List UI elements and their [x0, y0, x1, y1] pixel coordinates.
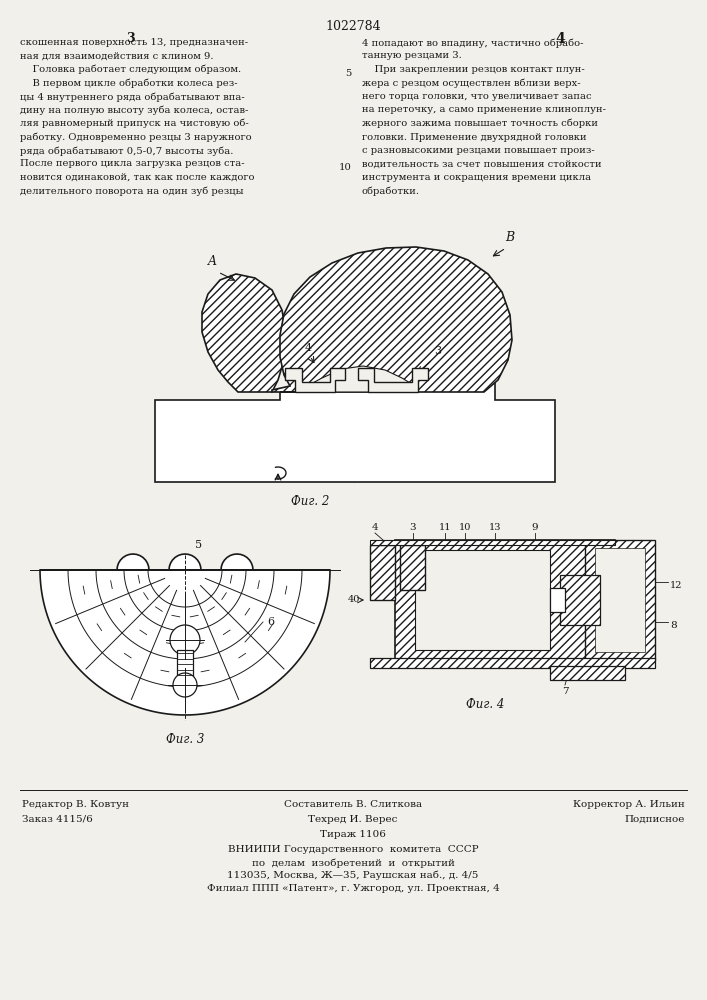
Text: 12: 12	[670, 580, 682, 589]
Text: 4: 4	[305, 343, 312, 353]
Text: 3: 3	[434, 346, 442, 356]
Text: делительного поворота на один зуб резцы: делительного поворота на один зуб резцы	[20, 186, 243, 196]
Text: При закреплении резцов контакт плун-: При закреплении резцов контакт плун-	[362, 65, 585, 74]
Text: на переточку, а само применение клиноплун-: на переточку, а само применение клиноплу…	[362, 105, 606, 114]
FancyBboxPatch shape	[177, 650, 193, 678]
Text: Фиг. 2: Фиг. 2	[291, 495, 329, 508]
Text: В первом цикле обработки колеса рез-: В первом цикле обработки колеса рез-	[20, 79, 238, 88]
Text: обработки.: обработки.	[362, 186, 420, 196]
Text: 9: 9	[532, 523, 538, 532]
Text: Головка работает следующим образом.: Головка работает следующим образом.	[20, 65, 241, 75]
Polygon shape	[370, 540, 615, 545]
Text: скошенная поверхность 13, предназначен-: скошенная поверхность 13, предназначен-	[20, 38, 248, 47]
Text: 4: 4	[555, 32, 565, 46]
Polygon shape	[550, 666, 625, 680]
Text: него торца головки, что увеличивает запас: него торца головки, что увеличивает запа…	[362, 92, 592, 101]
Polygon shape	[40, 554, 330, 715]
Polygon shape	[550, 588, 565, 612]
Text: водительность за счет повышения стойкости: водительность за счет повышения стойкост…	[362, 159, 602, 168]
Text: дину на полную высоту зуба колеса, остав-: дину на полную высоту зуба колеса, остав…	[20, 105, 248, 115]
Text: ВНИИПИ Государственного  комитета  СССР: ВНИИПИ Государственного комитета СССР	[228, 845, 479, 854]
Text: Заказ 4115/6: Заказ 4115/6	[22, 815, 93, 824]
Text: 6: 6	[267, 617, 274, 627]
Text: жерного зажима повышает точность сборки: жерного зажима повышает точность сборки	[362, 119, 598, 128]
Polygon shape	[155, 370, 555, 482]
Circle shape	[170, 625, 200, 655]
Polygon shape	[285, 368, 345, 392]
Text: 13: 13	[489, 523, 501, 532]
Polygon shape	[370, 658, 655, 668]
Polygon shape	[415, 550, 550, 650]
Text: A: A	[207, 255, 216, 268]
Text: 10: 10	[339, 163, 351, 172]
Text: головки. Применение двухрядной головки: головки. Применение двухрядной головки	[362, 132, 587, 141]
Text: новится одинаковой, так как после каждого: новится одинаковой, так как после каждог…	[20, 173, 255, 182]
Polygon shape	[280, 366, 415, 392]
Polygon shape	[395, 540, 615, 660]
Polygon shape	[202, 274, 286, 392]
Text: Составитель В. Слиткова: Составитель В. Слиткова	[284, 800, 422, 809]
Polygon shape	[400, 545, 425, 590]
Text: Техред И. Верес: Техред И. Верес	[308, 815, 397, 824]
Text: Фиг. 4: Фиг. 4	[466, 698, 504, 711]
Text: 113035, Москва, Ж—35, Раушская наб., д. 4/5: 113035, Москва, Ж—35, Раушская наб., д. …	[228, 871, 479, 880]
Text: работку. Одновременно резцы 3 наружного: работку. Одновременно резцы 3 наружного	[20, 132, 252, 142]
Text: жера с резцом осуществлен вблизи верх-: жера с резцом осуществлен вблизи верх-	[362, 79, 580, 88]
Text: 10: 10	[459, 523, 471, 532]
Text: ряда обрабатывают 0,5-0,7 высоты зуба.: ряда обрабатывают 0,5-0,7 высоты зуба.	[20, 146, 233, 155]
Polygon shape	[595, 548, 645, 652]
Polygon shape	[585, 540, 655, 660]
Text: 1022784: 1022784	[325, 20, 381, 33]
Text: 40: 40	[348, 595, 360, 604]
Circle shape	[173, 673, 197, 697]
Text: B: B	[506, 231, 515, 244]
Text: После первого цикла загрузка резцов ста-: После первого цикла загрузка резцов ста-	[20, 159, 245, 168]
Text: с разновысокими резцами повышает произ-: с разновысокими резцами повышает произ-	[362, 146, 595, 155]
Text: ляя равномерный припуск на чистовую об-: ляя равномерный припуск на чистовую об-	[20, 119, 249, 128]
Polygon shape	[358, 368, 428, 392]
Text: Филиал ППП «Патент», г. Ужгород, ул. Проектная, 4: Филиал ППП «Патент», г. Ужгород, ул. Про…	[206, 884, 499, 893]
Text: 5: 5	[345, 69, 351, 78]
Text: 3: 3	[126, 32, 134, 45]
Polygon shape	[370, 545, 395, 600]
Text: Редактор В. Ковтун: Редактор В. Ковтун	[22, 800, 129, 809]
Text: 4: 4	[372, 523, 378, 532]
Text: ная для взаимодействия с клином 9.: ная для взаимодействия с клином 9.	[20, 51, 214, 60]
Text: цы 4 внутреннего ряда обрабатывают впа-: цы 4 внутреннего ряда обрабатывают впа-	[20, 92, 245, 102]
Text: Тираж 1106: Тираж 1106	[320, 830, 386, 839]
Text: 11: 11	[439, 523, 451, 532]
Text: 3: 3	[409, 523, 416, 532]
Text: 4 попадают во впадину, частично обрабо-: 4 попадают во впадину, частично обрабо-	[362, 38, 583, 47]
Text: 7: 7	[561, 687, 568, 696]
Text: Подписное: Подписное	[624, 815, 685, 824]
Text: танную резцами 3.: танную резцами 3.	[362, 51, 462, 60]
Text: 8: 8	[670, 620, 677, 630]
Text: Фиг. 3: Фиг. 3	[166, 733, 204, 746]
Text: инструмента и сокращения времени цикла: инструмента и сокращения времени цикла	[362, 173, 591, 182]
Polygon shape	[272, 247, 512, 392]
Text: 5: 5	[195, 540, 202, 550]
Text: Корректор А. Ильин: Корректор А. Ильин	[573, 800, 685, 809]
Polygon shape	[560, 575, 600, 625]
Text: по  делам  изобретений  и  открытий: по делам изобретений и открытий	[252, 858, 455, 867]
